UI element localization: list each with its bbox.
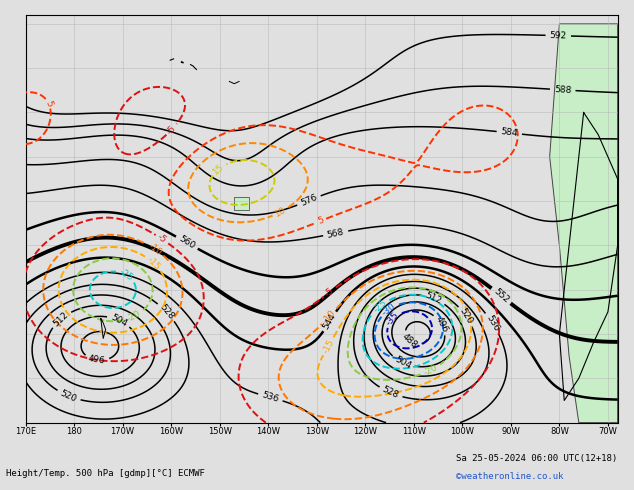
Text: 512: 512 (424, 291, 443, 306)
Text: Height/Temp. 500 hPa [gdmp][°C] ECMWF: Height/Temp. 500 hPa [gdmp][°C] ECMWF (6, 469, 205, 478)
Polygon shape (234, 196, 249, 210)
Text: 536: 536 (261, 391, 280, 404)
Text: 528: 528 (381, 385, 400, 400)
Text: -20: -20 (126, 309, 143, 324)
Text: -5: -5 (156, 233, 169, 245)
Text: -20: -20 (422, 363, 439, 378)
Text: 528: 528 (157, 303, 176, 321)
Text: Sa 25-05-2024 06:00 UTC(12+18): Sa 25-05-2024 06:00 UTC(12+18) (456, 454, 618, 463)
Polygon shape (550, 24, 618, 423)
Text: 504: 504 (393, 355, 413, 370)
Text: 592: 592 (550, 31, 567, 41)
Text: -25: -25 (372, 298, 389, 314)
Text: -10: -10 (146, 241, 164, 257)
Text: 496: 496 (434, 315, 450, 334)
Text: 588: 588 (554, 85, 572, 95)
Text: 520: 520 (59, 388, 78, 404)
Text: -15: -15 (321, 338, 335, 355)
Text: 584: 584 (500, 127, 519, 138)
Text: -30: -30 (380, 301, 398, 318)
Text: 15: 15 (212, 162, 226, 176)
Text: 552: 552 (492, 287, 510, 305)
Text: -5: -5 (165, 123, 178, 136)
Text: -10: -10 (321, 308, 337, 325)
Text: -35: -35 (385, 311, 401, 327)
Text: -5: -5 (323, 286, 336, 298)
Text: 560: 560 (177, 234, 197, 251)
Text: 5: 5 (43, 99, 54, 108)
Text: 488: 488 (401, 332, 419, 350)
Text: ©weatheronline.co.uk: ©weatheronline.co.uk (456, 472, 564, 481)
Text: 568: 568 (327, 227, 345, 240)
Text: 504: 504 (110, 313, 129, 328)
Text: 496: 496 (87, 354, 106, 366)
Text: 5: 5 (316, 216, 325, 226)
Text: 10: 10 (273, 205, 288, 219)
Text: -15: -15 (145, 255, 162, 271)
Text: 520: 520 (458, 307, 474, 326)
Text: -25: -25 (118, 268, 135, 283)
Text: 536: 536 (484, 314, 500, 333)
Text: 576: 576 (299, 193, 319, 208)
Text: 544: 544 (321, 312, 338, 331)
Text: 512: 512 (51, 310, 70, 328)
